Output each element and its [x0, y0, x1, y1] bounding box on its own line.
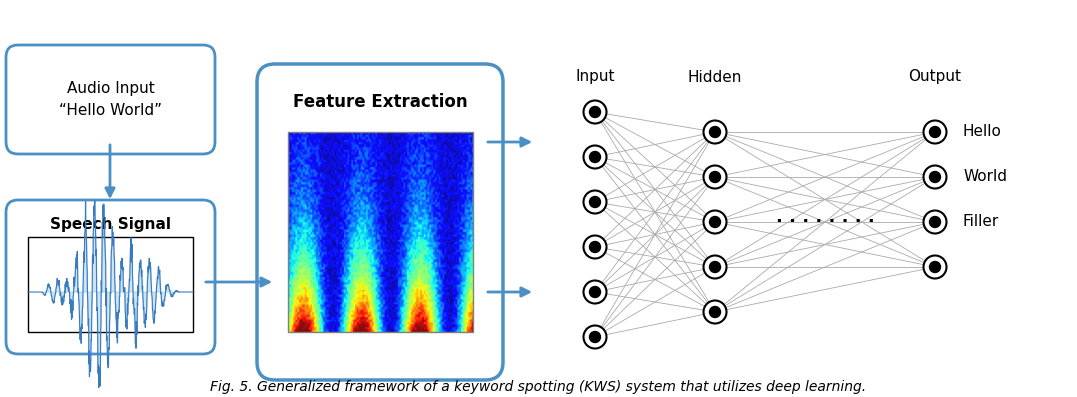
Bar	[288, 132, 473, 332]
Circle shape	[710, 262, 721, 272]
Circle shape	[584, 281, 606, 303]
Circle shape	[703, 256, 727, 279]
FancyBboxPatch shape	[6, 200, 215, 354]
Circle shape	[929, 172, 940, 183]
Circle shape	[929, 262, 940, 272]
Circle shape	[710, 216, 721, 227]
Text: “Hello World”: “Hello World”	[59, 103, 162, 118]
FancyBboxPatch shape	[6, 45, 215, 154]
Circle shape	[710, 127, 721, 137]
Circle shape	[703, 121, 727, 143]
Text: Hello: Hello	[963, 125, 1002, 139]
FancyBboxPatch shape	[257, 64, 503, 380]
Circle shape	[929, 127, 940, 137]
Circle shape	[584, 326, 606, 349]
Circle shape	[584, 100, 606, 123]
Circle shape	[923, 166, 947, 189]
Circle shape	[589, 197, 601, 208]
Circle shape	[589, 287, 601, 297]
Circle shape	[589, 106, 601, 118]
Circle shape	[923, 121, 947, 143]
Text: Fig. 5. Generalized framework of a keyword spotting (KWS) system that utilizes d: Fig. 5. Generalized framework of a keywo…	[210, 380, 867, 394]
Text: World: World	[963, 170, 1007, 185]
Text: Feature Extraction: Feature Extraction	[293, 93, 467, 111]
Circle shape	[710, 306, 721, 318]
Text: Speech Signal: Speech Signal	[50, 218, 171, 233]
Circle shape	[589, 241, 601, 252]
Circle shape	[703, 210, 727, 233]
Text: Input: Input	[575, 69, 615, 85]
Text: Output: Output	[909, 69, 962, 85]
Circle shape	[710, 172, 721, 183]
Text: Audio Input: Audio Input	[67, 81, 154, 96]
Circle shape	[929, 216, 940, 227]
Text: Filler: Filler	[963, 214, 999, 229]
Text: · · · · · · · ·: · · · · · · · ·	[775, 213, 875, 231]
Circle shape	[589, 331, 601, 343]
Circle shape	[703, 301, 727, 324]
Bar	[28, 237, 193, 332]
Circle shape	[584, 145, 606, 168]
Text: Hidden: Hidden	[688, 69, 742, 85]
Circle shape	[703, 166, 727, 189]
Circle shape	[584, 235, 606, 258]
Circle shape	[589, 152, 601, 162]
Circle shape	[923, 210, 947, 233]
Circle shape	[584, 191, 606, 214]
Circle shape	[923, 256, 947, 279]
